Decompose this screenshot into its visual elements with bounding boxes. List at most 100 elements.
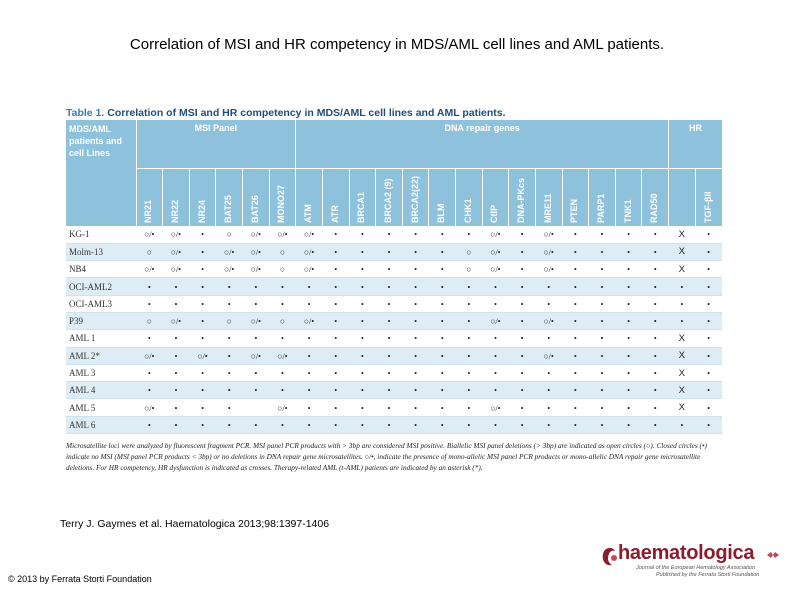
- column-header: NR22: [162, 167, 190, 226]
- table-cell: •: [242, 381, 270, 400]
- table-figure: Table 1. Correlation of MSI and HR compe…: [66, 106, 722, 435]
- table-cell: •: [535, 398, 562, 417]
- table-cell: ○: [455, 243, 483, 262]
- table-cell: •: [428, 312, 456, 331]
- table-cell: ○/•: [535, 312, 562, 331]
- table-cell: •: [136, 381, 163, 400]
- table-cell: •: [695, 347, 722, 365]
- table-cell: ○/•: [269, 398, 296, 417]
- table-row: AML 1 • • • • • • • • • • • • • • • • • • • • X •: [66, 329, 722, 348]
- logo-name: haematologica: [618, 542, 755, 564]
- header-msi-panel: MSI Panel: [136, 120, 297, 168]
- table-cell: ○/•: [242, 226, 270, 244]
- table-caption: Table 1. Correlation of MSI and HR compe…: [66, 106, 722, 120]
- table-cell: ○/•: [162, 312, 190, 331]
- table-cell: •: [641, 277, 669, 296]
- column-header-label: CHK1: [462, 198, 473, 223]
- table-cell: •: [375, 398, 403, 417]
- table-cell: ○: [136, 312, 163, 331]
- table-cell: ○/•: [136, 347, 163, 365]
- table-caption-number: Table 1.: [66, 107, 105, 119]
- table-cell: •: [508, 295, 536, 313]
- table-cell: •: [535, 295, 562, 313]
- logo-mark-icon: [602, 548, 617, 566]
- table-row: OCI-AML2 • • • • • • • • • • • • • • • • • • • • • •: [66, 277, 722, 296]
- column-header: BRCA2 (9): [375, 167, 403, 226]
- column-header-label: BAT26: [249, 195, 260, 223]
- table-cell: ○: [455, 260, 483, 279]
- table-cell: •: [349, 381, 376, 400]
- table-cell: X: [668, 347, 696, 365]
- column-header: [668, 167, 696, 226]
- table-cell: •: [428, 416, 456, 435]
- table-cell: •: [562, 295, 589, 313]
- column-header: ATR: [322, 167, 350, 226]
- table-cell: ○/•: [482, 226, 509, 244]
- table-cell: •: [375, 243, 403, 262]
- column-header: PARP1: [588, 167, 616, 226]
- table-cell: ○/•: [269, 347, 296, 365]
- table-cell: •: [615, 260, 642, 279]
- column-header-label: BRCA2 (9): [382, 178, 393, 223]
- table-cell: •: [562, 243, 589, 262]
- column-header: TGF-βII: [695, 167, 722, 226]
- table-cell: •: [508, 260, 536, 279]
- table-cell: •: [402, 226, 429, 244]
- table-cell: •: [189, 260, 216, 279]
- table-cell: •: [508, 226, 536, 244]
- table-cell: •: [641, 364, 669, 383]
- logo-subtitle-2: Published by the Ferrata Storti Foundati…: [656, 572, 760, 578]
- table-cell: •: [322, 381, 349, 400]
- table-cell: •: [349, 398, 376, 417]
- column-header: BRCA1: [349, 167, 377, 226]
- table-cell: •: [349, 312, 376, 331]
- table-cell: •: [562, 329, 589, 348]
- table-cell: •: [322, 347, 349, 365]
- table-cell: •: [588, 243, 616, 262]
- table-cell: ○/•: [242, 312, 270, 331]
- table-row: AML 2* ○/• • ○/• • ○/• ○/• • • • • • • • • • ○/• • • • • X •: [66, 347, 722, 365]
- table-cell: X: [668, 243, 696, 262]
- table-cell: ○/•: [295, 243, 323, 262]
- table-cell: •: [375, 347, 403, 365]
- column-header-label: PTEN: [569, 198, 580, 223]
- table-cell: •: [322, 226, 349, 244]
- table-cell: •: [136, 416, 163, 435]
- table-cell: •: [375, 329, 403, 348]
- table-cell: •: [695, 416, 722, 435]
- table-cell: •: [242, 295, 270, 313]
- table-cell: •: [455, 295, 483, 313]
- table-cell: •: [162, 295, 190, 313]
- table-cell: ○/•: [242, 260, 270, 279]
- table-cell: •: [455, 277, 483, 296]
- table-cell: •: [295, 416, 323, 435]
- table-cell: •: [349, 416, 376, 435]
- table-cell: ○/•: [242, 243, 270, 262]
- table-cell: •: [588, 347, 616, 365]
- table-cell: •: [588, 295, 616, 313]
- table-cell: ○: [269, 312, 296, 331]
- table-cell: •: [482, 295, 509, 313]
- table-cell: •: [535, 416, 562, 435]
- row-name: AML 6: [66, 416, 136, 435]
- table-cell: •: [695, 312, 722, 331]
- table-cell: •: [668, 416, 696, 435]
- table-cell: •: [615, 277, 642, 296]
- column-header: ATM: [295, 167, 323, 226]
- table-cell: •: [588, 277, 616, 296]
- header-patients-cell-lines: MDS/AML patients and cell Lines: [66, 120, 137, 226]
- row-name: Molm-13: [66, 243, 136, 262]
- table-cell: •: [428, 364, 456, 383]
- table-cell: •: [615, 226, 642, 244]
- msi-hr-table: MDS/AML patients and cell Lines MSI Pane…: [66, 120, 722, 435]
- table-row: AML 4 • • • • • • • • • • • • • • • • • • • • X •: [66, 381, 722, 400]
- table-cell: •: [162, 398, 190, 417]
- column-header-label: MONO27: [276, 184, 287, 223]
- table-cell: •: [455, 416, 483, 435]
- table-cell: •: [455, 226, 483, 244]
- table-cell: ○: [269, 260, 296, 279]
- table-cell: •: [269, 416, 296, 435]
- citation: Terry J. Gaymes et al. Haematologica 201…: [60, 518, 330, 530]
- table-cell: ○/•: [295, 260, 323, 279]
- table-cell: •: [215, 347, 243, 365]
